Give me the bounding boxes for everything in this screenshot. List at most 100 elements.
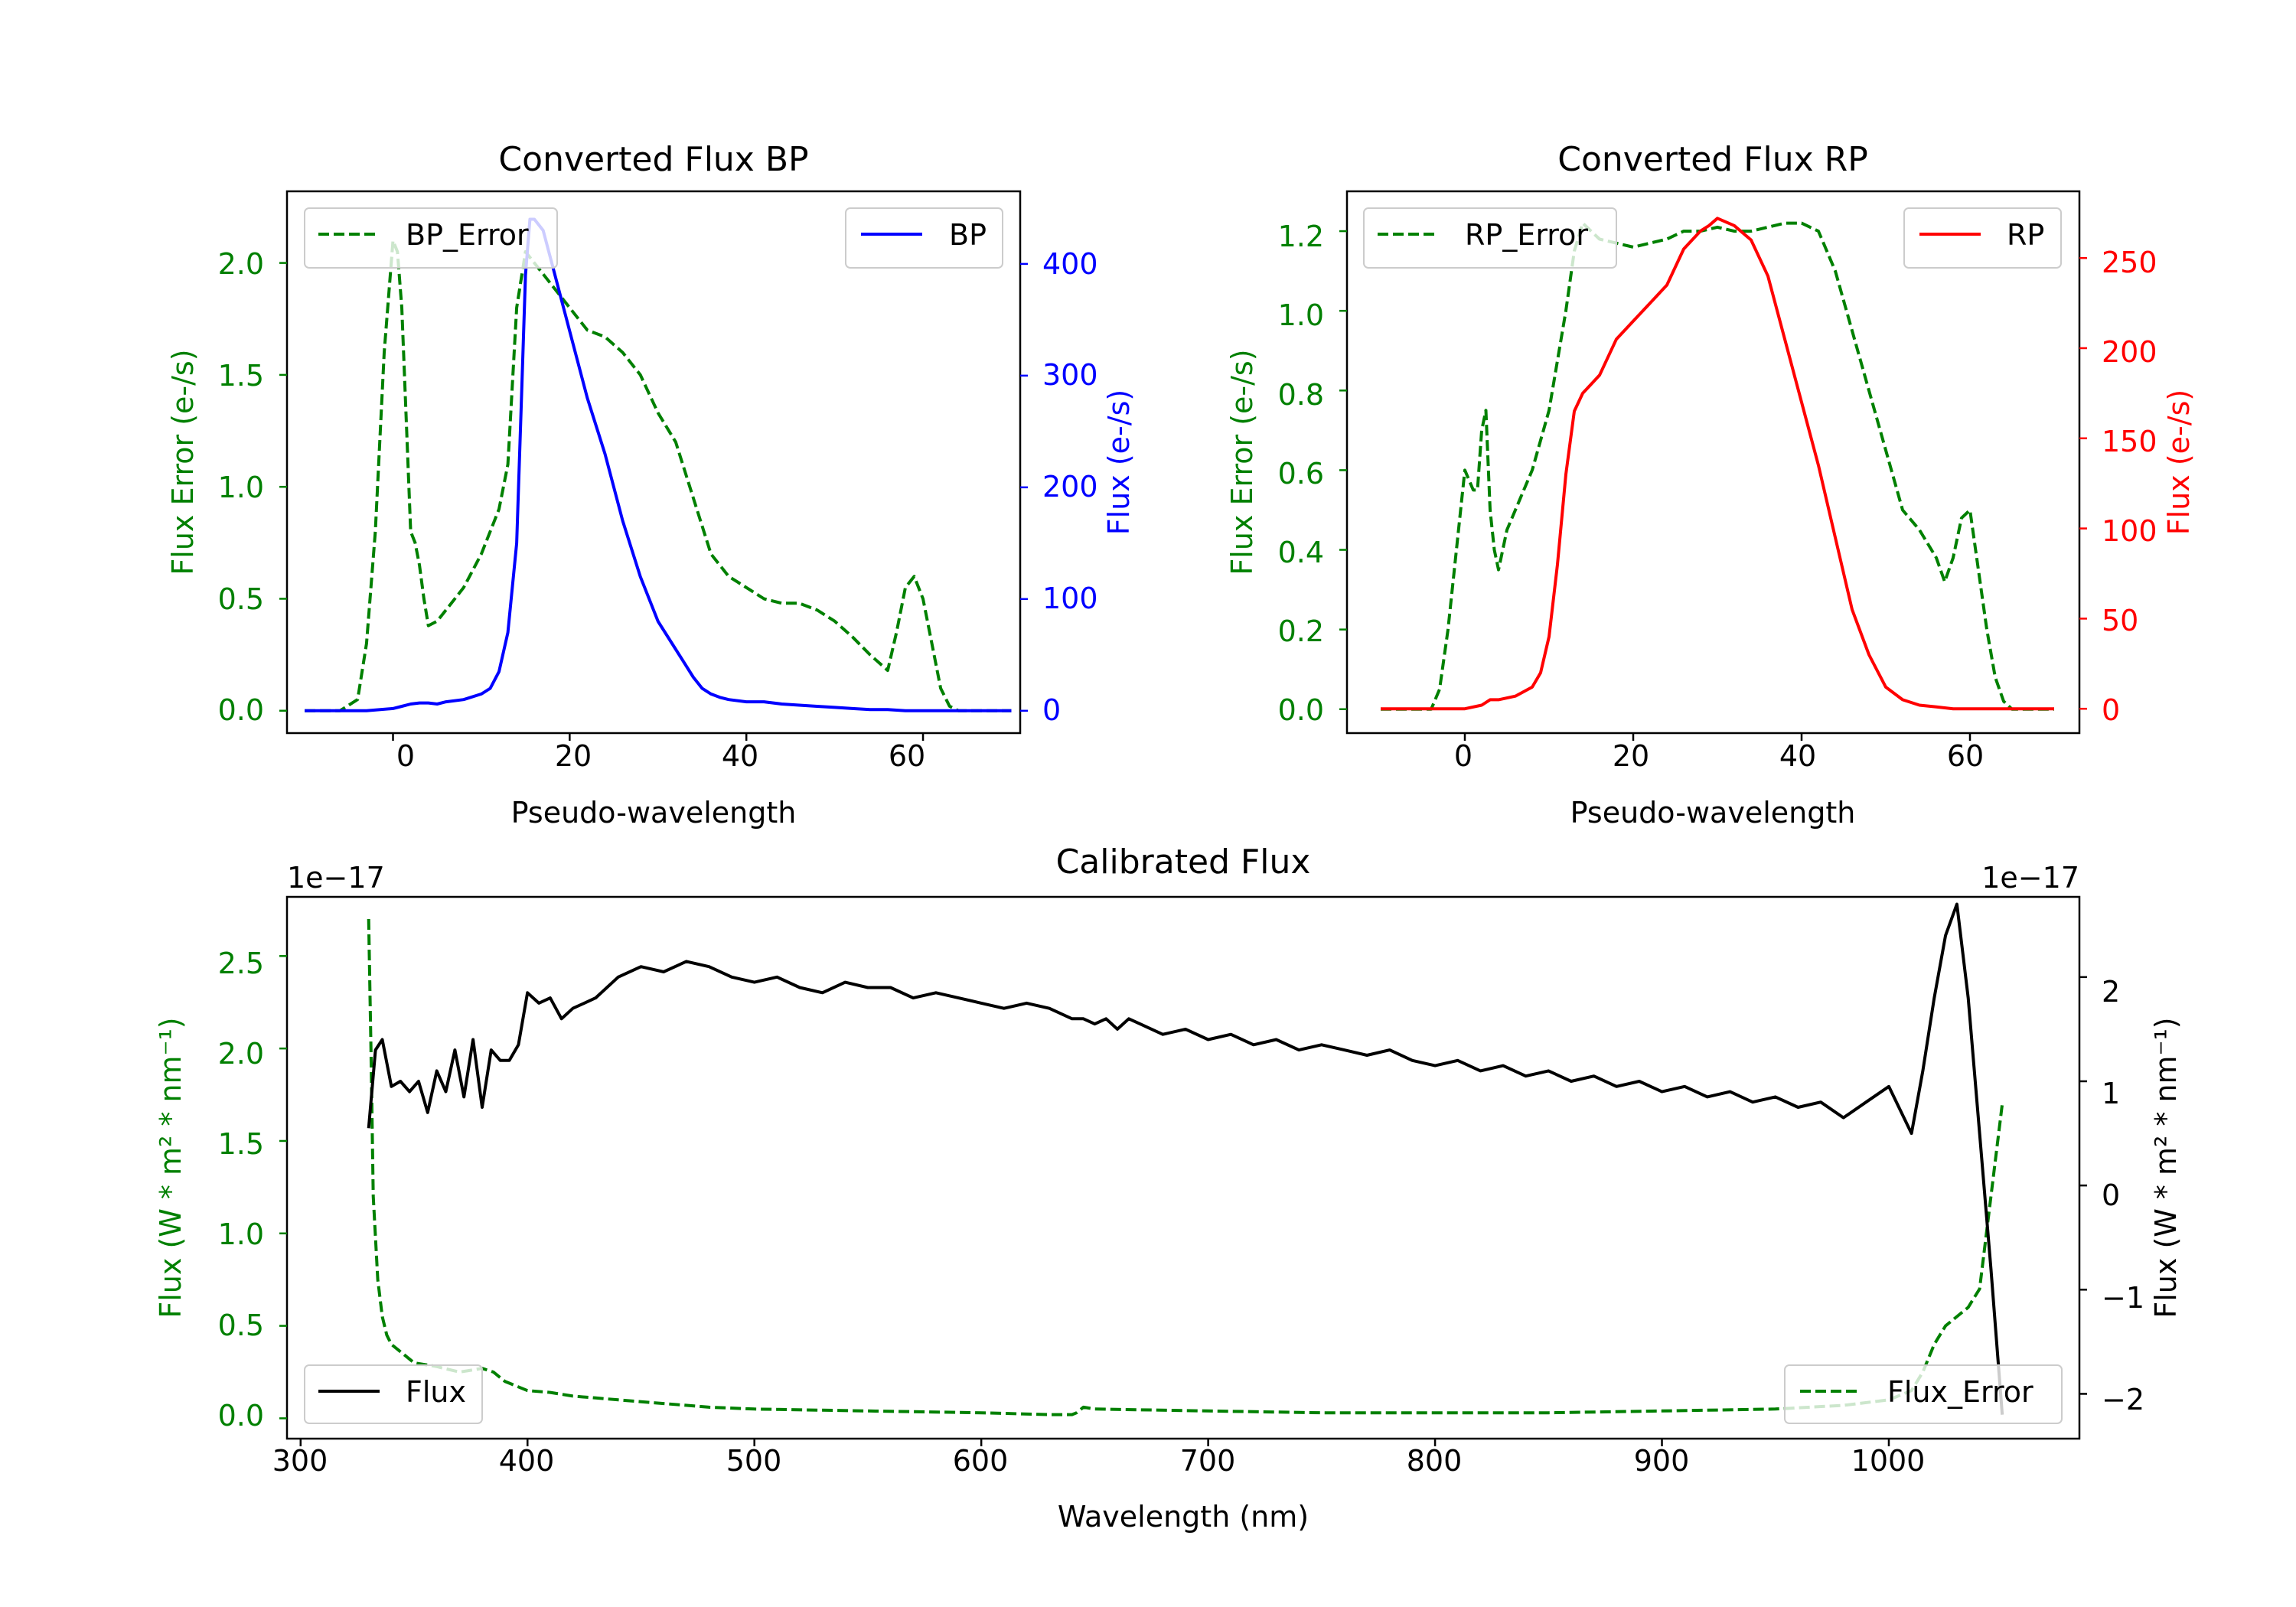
y-axis-label-left: Flux Error (e-/s) [1225,349,1259,575]
y-tick-label: 0 [1042,693,1061,727]
y-tick-label: 0.4 [1278,536,1324,569]
y-tick-label: 400 [1042,247,1098,281]
y-tick-label: 300 [1042,358,1098,392]
x-tick-label: 1000 [1851,1444,1926,1478]
y-tick-label: 200 [1042,470,1098,504]
y-axis-label-left: Flux Error (e-/s) [166,349,200,575]
x-tick-label: 0 [396,739,415,773]
x-tick-label: 40 [1779,739,1816,773]
y-tick-label: 150 [2102,425,2157,458]
y-tick-label: 0.8 [1278,378,1324,412]
panel-rp: Converted Flux RP 0 20 40 60 Pseudo-wave… [1225,140,2196,830]
y-tick-label: −1 [2102,1281,2144,1315]
tick-marks [279,955,2087,1446]
y-tick-label: 1.0 [218,471,264,504]
y-tick-label: 50 [2102,604,2138,637]
legend-right: RP [1903,207,2062,269]
y-tick-label: 100 [1042,582,1098,615]
x-tick-label: 60 [1947,739,1984,773]
y-axis-label-right: Flux (e-/s) [1102,390,1136,535]
x-tick-label: 700 [1180,1444,1236,1478]
legend-right: BP [845,207,1003,269]
axes-frame [285,895,2081,1440]
x-tick-label: 40 [722,739,758,773]
x-tick-label: 400 [499,1444,555,1478]
y-tick-label: 0.5 [218,582,264,616]
right-y-axis: −2 −1 0 1 2 Flux (W * m² * nm⁻¹) [2102,975,2183,1416]
x-axis-label: Pseudo-wavelength [1570,796,1856,830]
y-tick-label: 0.6 [1278,457,1324,491]
y-tick-label: 0 [2102,693,2120,727]
series-line-rp-error [1381,221,2054,711]
x-axis-label: Wavelength (nm) [1058,1500,1309,1534]
y-tick-label: 1.0 [218,1217,264,1251]
y-tick-label: 2.0 [218,247,264,281]
y-tick-label: 0 [2102,1178,2120,1212]
y-tick-label: 0.0 [1278,693,1324,727]
legend-right: Flux_Error [1784,1364,2063,1424]
y-tick-label: 0.2 [1278,614,1324,648]
axes-frame [1345,190,2081,735]
legend-label: RP_Error [1465,218,1588,252]
x-axis: 0 20 40 60 Pseudo-wavelength [1454,739,1984,830]
x-tick-label: 0 [1454,739,1473,773]
panel-calibrated: Calibrated Flux 1e−17 1e−17 300 400 500 … [154,843,2183,1534]
x-tick-label: 20 [1613,739,1649,773]
y-tick-label: 2 [2102,975,2120,1009]
y-tick-label: 1 [2102,1077,2120,1110]
offset-label-right: 1e−17 [1981,861,2079,895]
series-rp-error [1381,221,2054,711]
series-flux-error [367,918,2004,1416]
x-tick-label: 600 [953,1444,1009,1478]
y-tick-label: 0.0 [218,693,264,727]
left-y-axis: 0.0 0.5 1.0 1.5 2.0 Flux Error (e-/s) [166,247,264,727]
legend-label: Flux [406,1375,466,1409]
series-bp [305,217,1012,712]
y-tick-label: 1.0 [1278,298,1324,332]
x-tick-label: 60 [889,739,925,773]
series-line-flux-error [367,918,2004,1416]
y-tick-label: 2.0 [218,1037,264,1071]
y-tick-label: 0.5 [218,1309,264,1342]
left-y-axis: 0.0 0.5 1.0 1.5 2.0 2.5 Flux (W * m² * n… [154,947,264,1433]
y-tick-label: 200 [2102,335,2157,369]
series-rp [1381,217,2054,711]
y-tick-label: 1.5 [218,1127,264,1161]
x-tick-label: 900 [1634,1444,1690,1478]
chart-title: Calibrated Flux [1056,843,1311,882]
chart-title: Converted Flux BP [498,140,808,179]
y-tick-label: 100 [2102,514,2157,548]
legend-label: Flux_Error [1887,1375,2033,1409]
legend-left: RP_Error [1363,207,1617,269]
x-tick-label: 800 [1407,1444,1463,1478]
legend-left: BP_Error [304,207,558,269]
y-axis-label-right: Flux (e-/s) [2162,390,2196,535]
left-y-axis: 0.0 0.2 0.4 0.6 0.8 1.0 1.2 Flux Error (… [1225,220,1324,727]
right-y-axis: 0 100 200 300 400 Flux (e-/s) [1042,247,1136,727]
series-line-flux [367,902,2004,1415]
x-axis-label: Pseudo-wavelength [511,796,797,830]
series-line-bp [305,217,1012,712]
y-tick-label: 1.2 [1278,220,1324,253]
tick-marks [279,262,1028,741]
panel-bp: Converted Flux BP 0 20 40 60 Pseudo-wave… [166,140,1136,830]
chart-title: Converted Flux RP [1557,140,1868,179]
y-tick-label: 0.0 [218,1399,264,1433]
legend-label: RP [2007,218,2044,252]
tick-marks [1339,230,2087,741]
offset-label-left: 1e−17 [287,861,385,895]
x-tick-label: 500 [726,1444,782,1478]
x-axis: 0 20 40 60 Pseudo-wavelength [396,739,925,830]
axes-frame [285,190,1022,735]
x-axis: 300 400 500 600 700 800 900 1000 Wavelen… [272,1444,1926,1534]
legend-left: Flux [304,1364,483,1424]
right-y-axis: 0 50 100 150 200 250 Flux (e-/s) [2102,246,2196,727]
y-tick-label: 1.5 [218,359,264,393]
y-axis-label-left: Flux (W * m² * nm⁻¹) [154,1017,188,1318]
y-tick-label: 250 [2102,246,2157,279]
series-line-rp [1381,217,2054,711]
y-axis-label-right: Flux (W * m² * nm⁻¹) [2149,1017,2183,1318]
y-tick-label: 2.5 [218,947,264,980]
x-tick-label: 300 [272,1444,328,1478]
